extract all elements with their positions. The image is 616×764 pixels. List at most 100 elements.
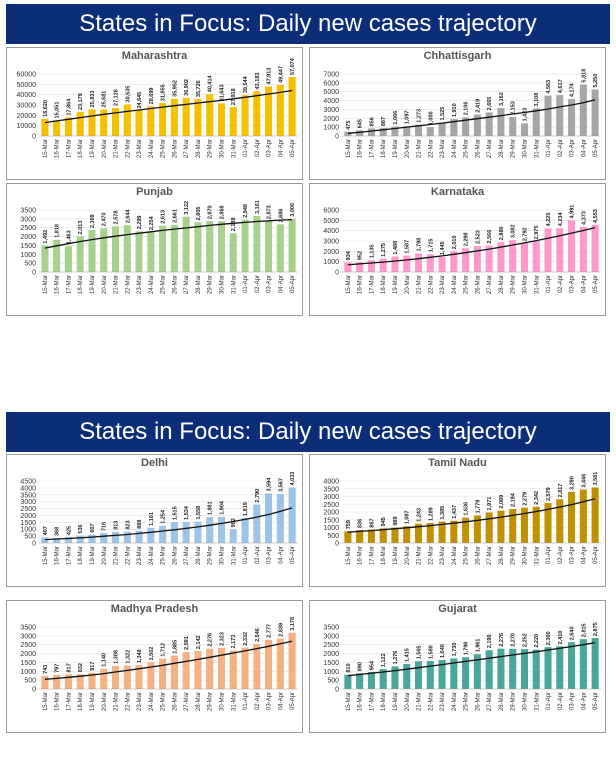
x-tick-label: 16-Mar [358, 692, 364, 711]
data-label: 28,699 [149, 88, 155, 105]
y-tick-label: 20000 [17, 113, 37, 120]
chart-karnataka: 0 1000 2000 3000 4000 5000 6000 934 15-Mar 952 16-… [323, 205, 601, 294]
bar [344, 131, 352, 136]
bar [253, 643, 261, 689]
x-tick-label: 02-Apr [558, 692, 564, 710]
bar [253, 216, 261, 272]
data-label: 2,106 [464, 102, 470, 116]
y-tick-label: 2500 [20, 642, 36, 649]
x-tick-label: 04-Apr [278, 139, 284, 157]
data-label: 27,126 [114, 89, 120, 106]
chart-panel-maharashtra: Maharashtra 0 10000 20000 30000 40000 50000 60… [6, 47, 303, 180]
data-label: 1,101 [149, 512, 155, 526]
data-label: 2,470 [102, 212, 108, 226]
data-label: 1,000 [428, 111, 434, 125]
data-label: 2,142 [196, 635, 202, 649]
data-label: 2,578 [114, 211, 120, 225]
data-label: 1,910 [452, 103, 458, 117]
x-tick-label: 17-Mar [369, 546, 375, 565]
y-tick-label: 3500 [20, 208, 36, 215]
bar [194, 222, 202, 272]
bar [450, 520, 458, 543]
x-tick-label: 28-Mar [499, 139, 505, 158]
x-tick-label: 19-Mar [90, 692, 96, 711]
x-tick-label: 24-Mar [149, 546, 155, 565]
bar [135, 231, 143, 272]
x-tick-label: 31-Mar [231, 546, 237, 565]
x-tick-label: 29-Mar [511, 275, 517, 294]
data-label: 2,153 [511, 101, 517, 115]
data-label: 1,636 [464, 502, 470, 516]
bar [426, 661, 434, 689]
bar [64, 537, 72, 543]
data-label: 40,414 [208, 74, 214, 92]
data-label: 2,254 [149, 215, 155, 230]
bar [41, 245, 49, 272]
bar [206, 517, 214, 543]
y-tick-label: 4000 [323, 479, 339, 486]
data-label: 2,252 [522, 633, 528, 647]
bar [403, 663, 411, 689]
y-tick-label: 0 [335, 134, 339, 141]
data-label: 2,270 [511, 633, 517, 647]
x-tick-label: 24-Mar [452, 692, 458, 711]
x-tick-label: 20-Mar [405, 546, 411, 565]
data-label: 2,013 [78, 221, 84, 235]
trend-line [44, 89, 293, 124]
data-label: 2,323 [219, 632, 225, 646]
data-label: 2,644 [125, 208, 131, 223]
x-tick-label: 31-Mar [534, 275, 540, 294]
bar [485, 112, 493, 136]
bar [391, 666, 399, 689]
bar [217, 103, 226, 136]
data-label: 1,961 [475, 638, 481, 652]
x-tick-label: 05-Apr [290, 139, 296, 157]
data-label: 2,875 [593, 622, 599, 636]
data-label: 952 [358, 251, 364, 260]
bar [344, 531, 352, 543]
bar [135, 665, 143, 689]
data-label: 5,250 [593, 74, 599, 88]
x-tick-label: 16-Mar [55, 692, 61, 711]
bar [579, 84, 587, 136]
y-tick-label: 3500 [323, 486, 339, 493]
y-tick-label: 3000 [20, 633, 36, 640]
x-tick-label: 15-Mar [346, 546, 352, 565]
x-tick-label: 29-Mar [208, 139, 214, 158]
bar [391, 256, 399, 272]
x-tick-label: 15-Mar [346, 139, 352, 158]
data-label: 1,502 [149, 647, 155, 661]
data-label: 24,645 [137, 92, 143, 109]
x-tick-label: 21-Mar [417, 546, 423, 565]
data-label: 1,322 [125, 650, 131, 664]
data-label: 1,275 [381, 243, 387, 257]
bar [379, 528, 387, 543]
x-tick-label: 24-Mar [452, 546, 458, 565]
x-tick-label: 18-Mar [381, 546, 387, 565]
x-tick-label: 02-Apr [558, 275, 564, 293]
x-tick-label: 01-Apr [243, 275, 249, 293]
x-tick-label: 23-Mar [440, 692, 446, 711]
y-tick-label: 10000 [17, 123, 37, 130]
x-tick-label: 15-Mar [43, 275, 49, 294]
x-tick-label: 23-Mar [137, 692, 143, 711]
x-tick-label: 17-Mar [369, 275, 375, 294]
x-tick-label: 03-Apr [570, 139, 576, 157]
x-tick-label: 18-Mar [78, 546, 84, 565]
x-tick-label: 31-Mar [534, 139, 540, 158]
data-label: 2,975 [534, 225, 540, 239]
x-tick-label: 04-Apr [278, 546, 284, 564]
x-tick-label: 05-Apr [290, 692, 296, 710]
data-label: 759 [346, 520, 352, 529]
trend-line [44, 640, 293, 680]
data-label: 2,640 [570, 626, 576, 640]
x-tick-label: 01-Apr [546, 139, 552, 157]
data-label: 2,579 [546, 487, 552, 501]
data-label: 3,108 [534, 93, 540, 107]
data-label: 16,620 [43, 100, 49, 117]
bar [579, 226, 587, 272]
data-label: 1,423 [522, 108, 528, 122]
data-label: 3,162 [499, 92, 505, 106]
bar [450, 658, 458, 689]
data-label: 36,902 [184, 79, 190, 96]
